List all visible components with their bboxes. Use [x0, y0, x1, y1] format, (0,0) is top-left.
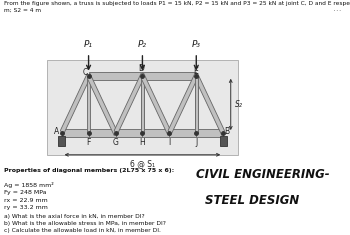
Text: D: D	[138, 64, 144, 74]
Polygon shape	[168, 73, 197, 136]
FancyBboxPatch shape	[47, 60, 238, 155]
Polygon shape	[141, 76, 144, 133]
Text: F: F	[86, 138, 91, 147]
Polygon shape	[142, 129, 169, 137]
Text: P₂: P₂	[138, 40, 147, 50]
Text: I: I	[168, 138, 170, 147]
Text: STEEL DESIGN: STEEL DESIGN	[205, 194, 299, 207]
Polygon shape	[141, 73, 170, 136]
Polygon shape	[196, 129, 223, 137]
Polygon shape	[62, 129, 89, 137]
Polygon shape	[195, 73, 224, 136]
Polygon shape	[114, 73, 144, 136]
Text: CIVIL ENGINEERING-: CIVIL ENGINEERING-	[196, 168, 330, 181]
Polygon shape	[142, 72, 196, 79]
Text: ...: ...	[332, 4, 341, 12]
Polygon shape	[141, 76, 144, 133]
Text: a) What is the axial force in kN, in member DI?
b) What is the allowable stress : a) What is the axial force in kN, in mem…	[4, 214, 165, 233]
Text: A: A	[54, 127, 60, 136]
Text: From the figure shown, a truss is subjected to loads P1 = 15 kN, P2 = 15 kN and : From the figure shown, a truss is subjec…	[4, 1, 350, 13]
Polygon shape	[88, 73, 117, 136]
Text: C: C	[82, 68, 88, 77]
Polygon shape	[89, 72, 142, 79]
Text: Properties of diagonal members (2L75 x 75 x 6):: Properties of diagonal members (2L75 x 7…	[4, 168, 174, 173]
Polygon shape	[58, 136, 65, 146]
Text: Ag = 1858 mm²
Fy = 248 MPa
rx = 22.9 mm
ry = 33.2 mm: Ag = 1858 mm² Fy = 248 MPa rx = 22.9 mm …	[4, 182, 53, 210]
Polygon shape	[220, 136, 227, 146]
Polygon shape	[195, 76, 198, 133]
Polygon shape	[89, 129, 116, 137]
Text: E: E	[193, 67, 197, 76]
Polygon shape	[195, 76, 198, 133]
Text: B: B	[225, 127, 230, 136]
Text: J: J	[195, 138, 197, 147]
Text: S₂: S₂	[235, 100, 243, 109]
Polygon shape	[116, 129, 142, 137]
Text: H: H	[140, 138, 145, 147]
Polygon shape	[61, 73, 90, 136]
Polygon shape	[169, 129, 196, 137]
Text: 6 @ S₁: 6 @ S₁	[130, 159, 155, 168]
Text: P₁: P₁	[84, 40, 93, 50]
Text: G: G	[113, 138, 118, 147]
Text: P₃: P₃	[192, 40, 201, 50]
Polygon shape	[87, 76, 90, 133]
